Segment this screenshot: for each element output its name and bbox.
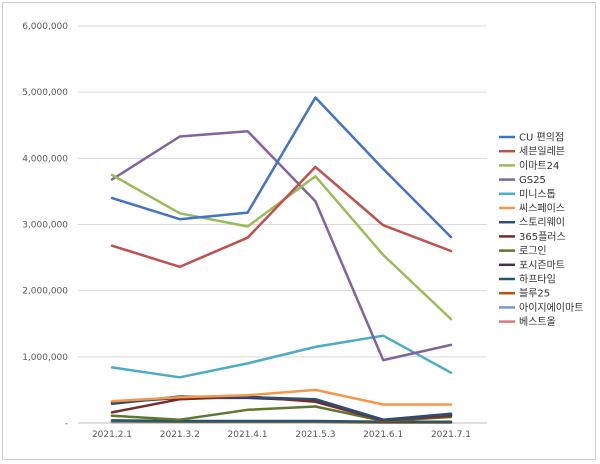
legend-label: 미니스톱 (519, 188, 556, 200)
x-tick-label: 2021.7.1 (431, 430, 471, 440)
x-tick-label: 2021.6.1 (363, 430, 403, 440)
series-line (110, 334, 453, 379)
legend-label: 씨스페이스 (519, 203, 565, 215)
series-line (110, 96, 453, 239)
legend-label: 스토리웨이 (519, 217, 565, 229)
x-tick-label: 2021.3.2 (160, 430, 200, 440)
chart-frame (2, 2, 596, 460)
legend-label: 365플러스 (519, 231, 566, 243)
x-axis-ticks: 2021.2.1 2021.3.2 2021.4.1 2021.5.3 2021.6.1… (92, 430, 471, 440)
legend-label: CU 편의점 (519, 132, 564, 144)
gridlines (78, 25, 487, 424)
legend-label: 하프타임 (519, 273, 556, 286)
x-tick-label: 2021.5.3 (295, 430, 335, 440)
legend-label: 세븐일레븐 (519, 146, 565, 158)
series-line (110, 388, 453, 406)
y-tick-label: - (65, 419, 68, 429)
legend-label: 포시즌마트 (519, 259, 565, 271)
legend-label: 베스트올 (519, 316, 556, 328)
series-line (110, 419, 453, 423)
legend-label: 블루25 (519, 288, 550, 300)
y-axis-ticks: - 1,000,000 2,000,000 3,000,000 4,000,000 5,0… (22, 22, 68, 429)
y-tick-label: 1,000,000 (22, 353, 68, 363)
legend-label: 이마트24 (519, 160, 559, 172)
series-line (110, 173, 453, 321)
y-tick-label: 5,000,000 (22, 88, 68, 98)
legend-label: 아이지에이마트 (519, 302, 583, 314)
series-line (110, 129, 453, 362)
y-tick-label: 6,000,000 (22, 22, 68, 32)
y-tick-label: 4,000,000 (22, 154, 68, 164)
legend-label: GS25 (519, 175, 546, 186)
series-lines (110, 96, 453, 424)
x-tick-label: 2021.4.1 (228, 430, 268, 440)
x-tick-label: 2021.2.1 (92, 430, 132, 440)
legend-label: 로그인 (519, 245, 547, 257)
y-tick-label: 2,000,000 (22, 287, 68, 297)
series-line (110, 165, 453, 269)
y-tick-label: 3,000,000 (22, 221, 68, 231)
